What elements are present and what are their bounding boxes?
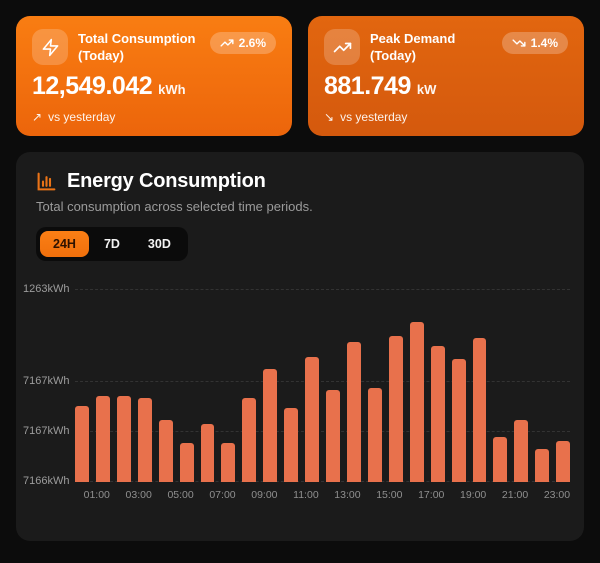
gridline xyxy=(75,288,570,290)
bar-14:00 xyxy=(367,388,382,482)
trending-up-icon xyxy=(220,39,234,47)
x-tick-label: 09:00 xyxy=(251,489,278,501)
bar-chart: 1263kWh 7167kWh 7167kWh 7166kWh xyxy=(23,283,572,487)
bar-20:00 xyxy=(493,437,508,482)
x-tick-label xyxy=(75,489,77,501)
x-tick-label: 11:00 xyxy=(293,489,319,501)
chart-title: Energy Consumption xyxy=(67,170,266,192)
bar-16:00 xyxy=(409,322,424,482)
arrow-up-right-icon: ↗ xyxy=(32,110,43,124)
zap-icon xyxy=(32,29,68,65)
x-tick-label xyxy=(409,489,411,501)
kpi-footer-label: vs yesterday xyxy=(48,110,116,124)
x-tick-label xyxy=(451,489,453,501)
bar-15:00 xyxy=(388,335,403,482)
x-tick-label xyxy=(326,489,328,501)
x-tick-label xyxy=(493,489,495,501)
trending-up-icon xyxy=(324,29,360,65)
x-tick-label xyxy=(159,489,161,501)
x-tick-label: 17:00 xyxy=(418,489,445,501)
chart-subtitle: Total consumption across selected time p… xyxy=(36,199,313,214)
energy-consumption-card: Energy Consumption Total consumption acr… xyxy=(16,152,584,541)
x-tick-label xyxy=(285,489,287,501)
bar-01:00 xyxy=(95,396,110,482)
kpi-footer-label: vs yesterday xyxy=(340,110,408,124)
bar-13:00 xyxy=(346,341,361,482)
kpi-value-row: 12,549.042 kWh xyxy=(32,72,276,101)
chart-header: Energy Consumption xyxy=(36,170,564,193)
chart-section: 1263kWh 7167kWh 7167kWh 7166kWh 01:00 03:00 0… xyxy=(23,283,572,501)
y-tick-label: 7167kWh xyxy=(23,374,70,387)
bar-06:00 xyxy=(200,423,215,482)
bar-08:00 xyxy=(242,398,257,482)
bar-plot xyxy=(75,287,571,482)
bar-chart-icon xyxy=(37,172,56,191)
kpi-value-row: 881.749 kW xyxy=(324,72,568,101)
trend-badge: 1.4% xyxy=(501,32,568,54)
kpi-value: 12,549.042 xyxy=(32,72,153,100)
x-tick-label: 05:00 xyxy=(167,489,194,501)
y-tick-label: 7167kWh xyxy=(23,424,70,437)
bar-09:00 xyxy=(263,368,278,482)
x-tick-label: 23:00 xyxy=(543,489,571,501)
bar-19:00 xyxy=(472,337,487,482)
kpi-title: Total Consumption (Today) xyxy=(78,31,196,63)
x-tick-label xyxy=(201,489,203,501)
kpi-card-peak-demand: Peak Demand (Today) 1.4% 881.749 kW ↘ vs… xyxy=(308,16,584,136)
badge-value: 2.6% xyxy=(238,36,266,50)
tab-7d[interactable]: 7D xyxy=(91,231,133,257)
kpi-card-total-consumption: Total Consumption (Today) 2.6% 12,549.04… xyxy=(16,16,292,136)
x-axis-labels: 01:00 03:00 05:00 07:00 09:00 11:00 13:00 15:00… xyxy=(75,489,570,501)
gridline xyxy=(75,430,570,432)
kpi-unit: kW xyxy=(416,82,437,97)
bar-11:00 xyxy=(305,357,320,482)
kpi-header: Peak Demand (Today) 1.4% xyxy=(324,29,568,65)
y-tick-label: 1263kWh xyxy=(23,282,70,295)
bar-02:00 xyxy=(116,396,131,482)
x-tick-label: 07:00 xyxy=(209,489,236,501)
bar-10:00 xyxy=(284,407,299,482)
x-tick-label: 01:00 xyxy=(83,489,110,501)
gridline xyxy=(75,481,570,483)
bar-17:00 xyxy=(430,345,445,482)
trend-badge: 2.6% xyxy=(209,32,276,54)
y-tick-label: 7166kWh xyxy=(23,475,70,488)
bar-00:00 xyxy=(75,405,89,482)
bar-22:00 xyxy=(535,448,550,482)
x-tick-label xyxy=(368,489,370,501)
x-tick-label: 19:00 xyxy=(460,489,487,501)
x-tick-label: 03:00 xyxy=(125,489,152,501)
bar-12:00 xyxy=(326,390,340,482)
trending-down-icon xyxy=(512,39,526,47)
bar-07:00 xyxy=(221,443,236,482)
bar-21:00 xyxy=(514,419,529,482)
tab-30d[interactable]: 30D xyxy=(135,231,184,257)
kpi-footer: ↗ vs yesterday xyxy=(32,110,276,124)
kpi-title: Peak Demand (Today) xyxy=(370,31,456,63)
badge-value: 1.4% xyxy=(530,36,558,50)
kpi-header: Total Consumption (Today) 2.6% xyxy=(32,29,276,65)
bar-04:00 xyxy=(158,419,173,482)
x-tick-label xyxy=(535,489,537,501)
gridline xyxy=(75,380,570,382)
x-tick-label: 15:00 xyxy=(376,489,403,501)
bar-18:00 xyxy=(451,359,466,482)
arrow-down-right-icon: ↘ xyxy=(324,110,335,124)
time-range-tabs: 24H 7D 30D xyxy=(36,227,188,261)
x-tick-label xyxy=(117,489,119,501)
tab-24h[interactable]: 24H xyxy=(40,231,89,257)
x-tick-label: 21:00 xyxy=(501,489,529,501)
kpi-row: Total Consumption (Today) 2.6% 12,549.04… xyxy=(16,16,584,136)
bar-03:00 xyxy=(137,398,152,482)
x-tick-label xyxy=(243,489,245,501)
kpi-footer: ↘ vs yesterday xyxy=(324,110,568,124)
bar-05:00 xyxy=(179,443,194,482)
kpi-value: 881.749 xyxy=(324,72,411,100)
kpi-unit: kWh xyxy=(158,82,186,97)
x-tick-label: 13:00 xyxy=(334,489,361,501)
bar-23:00 xyxy=(556,441,571,482)
